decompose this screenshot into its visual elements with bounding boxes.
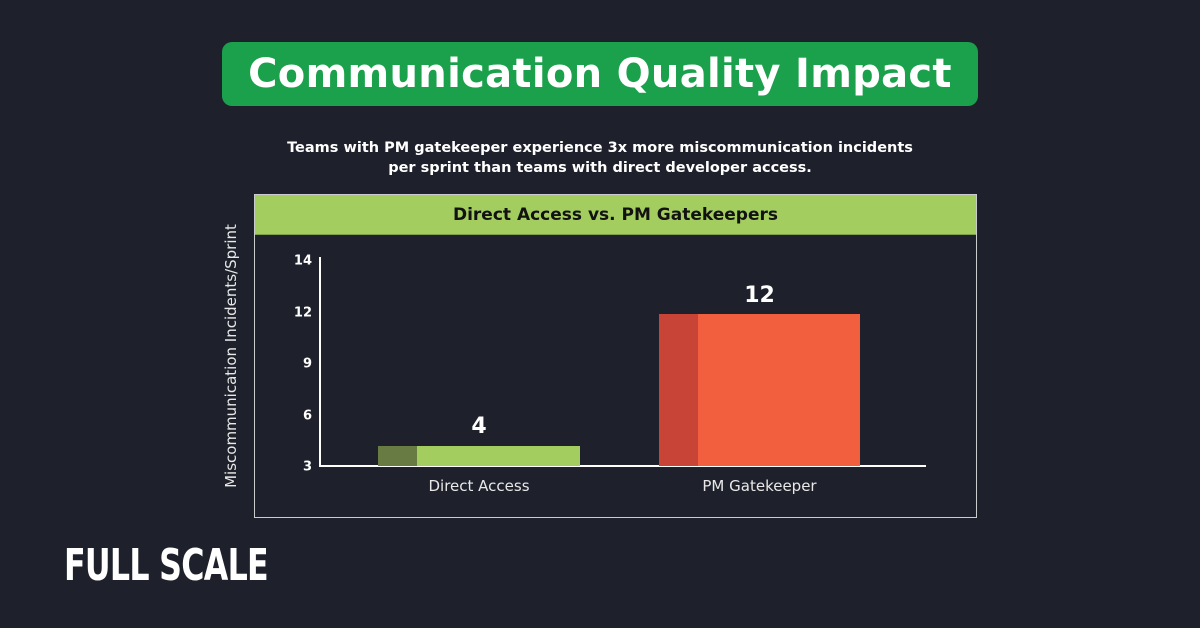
chart-panel: Direct Access vs. PM Gatekeepers (254, 194, 977, 518)
bar-value-pm-gatekeeper: 12 (744, 283, 775, 308)
bar-value-direct-access: 4 (471, 414, 487, 439)
x-label-direct-access: Direct Access (428, 477, 530, 495)
bar-shade (659, 314, 698, 466)
y-tick: 6 (302, 408, 312, 424)
y-tick: 3 (302, 459, 312, 475)
full-scale-logo: FULL SCALE (64, 540, 269, 591)
y-axis-line (319, 257, 321, 467)
page-title: Communication Quality Impact (248, 51, 952, 97)
y-axis-label: Miscommunication Incidents/Sprint (222, 224, 240, 488)
chart-title: Direct Access vs. PM Gatekeepers (452, 204, 779, 225)
y-tick: 14 (293, 253, 312, 269)
x-axis-line (319, 465, 926, 467)
chart-header: Direct Access vs. PM Gatekeepers (255, 195, 976, 235)
y-tick: 12 (293, 305, 312, 321)
subtitle: Teams with PM gatekeeper experience 3x m… (250, 138, 950, 178)
subtitle-line-1: Teams with PM gatekeeper experience 3x m… (287, 140, 913, 156)
title-banner: Communication Quality Impact (222, 42, 978, 106)
x-label-pm-gatekeeper: PM Gatekeeper (702, 477, 817, 495)
y-tick: 9 (302, 356, 312, 372)
bar-pm-gatekeeper (659, 314, 860, 466)
bar-direct-access (378, 446, 580, 466)
bar-shade (378, 446, 417, 466)
subtitle-line-2: per sprint than teams with direct develo… (388, 160, 812, 176)
